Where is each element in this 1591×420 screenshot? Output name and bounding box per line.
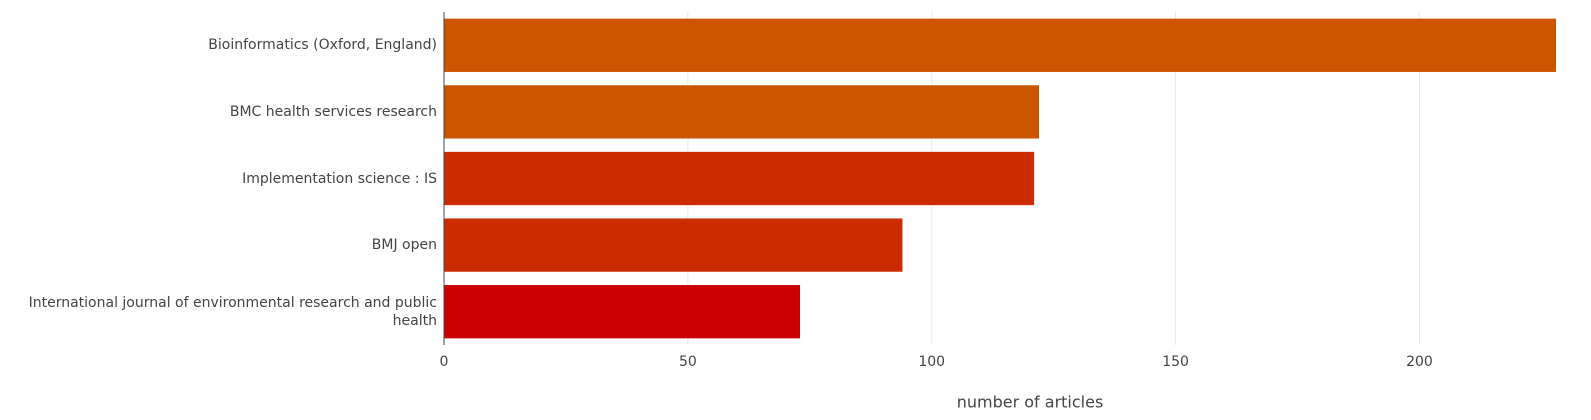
x-tick-label: 100: [918, 354, 945, 370]
bar: [444, 85, 1040, 139]
x-tick-label: 150: [1162, 354, 1189, 370]
bar: [444, 151, 1035, 206]
y-tick-label: BMJ open: [371, 237, 437, 254]
bar: [444, 218, 903, 272]
y-tick-label: Implementation science : IS: [242, 170, 437, 187]
x-tick-label: 0: [440, 354, 449, 370]
x-tick-label: 200: [1406, 354, 1433, 370]
x-axis-title: number of articles: [957, 393, 1104, 412]
x-tick-label: 50: [679, 354, 697, 370]
y-tick-label: Bioinformatics (Oxford, England): [208, 37, 437, 54]
bar: [444, 18, 1556, 72]
bar: [444, 285, 801, 339]
y-tick-label: International journal of environmental r…: [28, 294, 437, 329]
y-tick-label: BMC health services research: [229, 103, 437, 120]
